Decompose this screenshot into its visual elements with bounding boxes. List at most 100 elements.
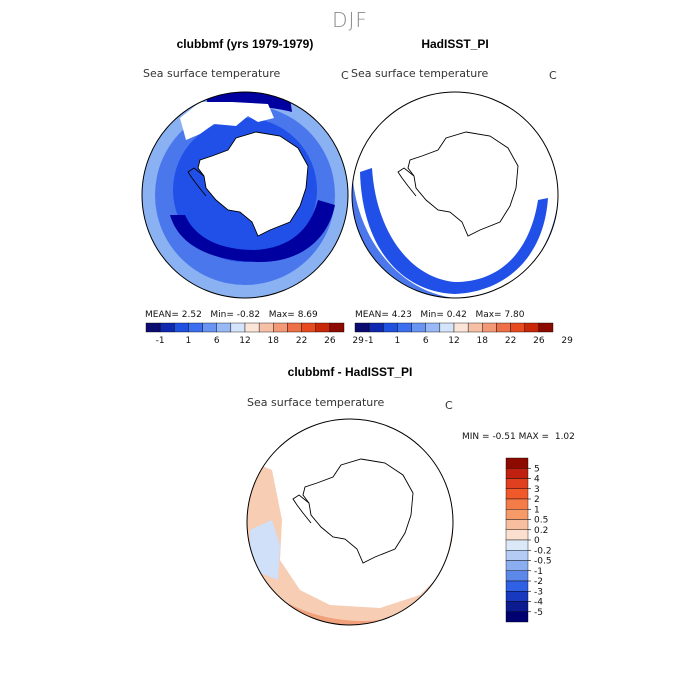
obs-peninsula: [397, 167, 417, 197]
model-colorbar-swatch: [258, 322, 274, 333]
diff-colorbar-tick-label: 5: [534, 464, 540, 474]
diff-colorbar-swatch: [505, 529, 529, 541]
obs-min-label: Min=: [420, 310, 444, 320]
obs-colorbar-swatch: [496, 322, 511, 333]
diff-colorbar-swatch: [505, 550, 529, 561]
diff-colorbar-tick-label: -1: [534, 567, 543, 577]
diff-colorbar-swatch: [505, 498, 529, 510]
obs-colorbar-swatch: [439, 322, 455, 333]
obs-colorbar-swatch: [453, 322, 469, 333]
model-colorbar-tick-label: 29: [352, 336, 364, 346]
model-min-label: Min=: [210, 310, 234, 320]
model-colorbar-tick-label: 22: [296, 336, 307, 346]
diff-colorbar-tick-label: 1: [534, 505, 540, 515]
model-colorbar-swatch: [174, 322, 189, 333]
model-map-border: [141, 91, 349, 299]
model-variable-label: Sea surface temperature: [143, 67, 281, 80]
diff-stats: MIN = -0.51 MAX = 1.02: [462, 432, 575, 442]
obs-colorbar-tick-label: -1: [365, 336, 374, 346]
diff-colorbar-swatch: [505, 468, 529, 479]
obs-colorbar-swatch: [467, 322, 483, 333]
diff-colorbar-tick-label: -2: [534, 577, 543, 587]
diff-unit-label: C: [445, 399, 453, 412]
obs-mean-value: 4.23: [391, 310, 412, 320]
model-colorbar-swatch: [287, 322, 302, 333]
obs-max-label: Max=: [475, 310, 502, 320]
diff-colorbar-swatch: [505, 488, 529, 500]
model-mean-value: 2.52: [181, 310, 202, 320]
obs-colorbar-tick-label: 6: [423, 336, 429, 346]
diff-colorbar-swatch: [505, 601, 529, 612]
model-map: [142, 92, 348, 298]
model-colorbar-swatch: [301, 322, 316, 333]
obs-continent: [407, 131, 519, 237]
diff-colorbar-tick-label: 2: [534, 495, 540, 505]
diff-colorbar-tick-label: -3: [534, 587, 543, 597]
obs-map-border: [351, 91, 559, 299]
obs-colorbar-tick-label: 18: [477, 336, 489, 346]
obs-colorbar-swatch: [368, 322, 384, 333]
obs-ocean-arc: [360, 168, 548, 294]
diff-colorbar-swatch: [505, 611, 529, 623]
obs-unit-label: C: [549, 69, 557, 82]
diff-max-label: MAX =: [518, 432, 550, 442]
obs-colorbar-swatch: [411, 322, 426, 333]
model-ice: [180, 102, 274, 140]
model-colorbar-swatch: [145, 322, 161, 333]
model-cold-band: [170, 200, 335, 262]
diff-panel-title: clubbmf - HadISST_PI: [287, 365, 413, 379]
model-colorbar-swatch: [244, 322, 260, 333]
diff-continent: [302, 458, 414, 564]
model-colorbar-tick-label: 6: [214, 336, 220, 346]
obs-colorbar-tick-label: 22: [505, 336, 516, 346]
model-continent: [197, 131, 309, 237]
obs-max-value: 7.80: [504, 310, 525, 320]
model-max-value: 8.69: [297, 310, 318, 320]
model-colorbar: -1 1 6 12 18 22 26 29: [145, 322, 364, 346]
obs-panel-title: HadISST_PI: [421, 37, 489, 51]
obs-map: [352, 92, 558, 298]
obs-colorbar-swatch: [482, 322, 497, 333]
model-colorbar-swatch: [273, 322, 288, 333]
model-unit-label: C: [341, 69, 349, 82]
obs-colorbar-swatch: [510, 322, 525, 333]
diff-max-value: 1.02: [554, 432, 575, 442]
diff-colorbar-tick-label: -5: [534, 608, 543, 618]
diff-colorbar-tick-label: -0.5: [534, 557, 552, 567]
diff-min-label: MIN =: [462, 432, 490, 442]
model-max-label: Max=: [268, 310, 295, 320]
diff-colorbar-tick-label: -0.2: [534, 546, 552, 556]
obs-colorbar-swatch: [383, 322, 398, 333]
diff-map-border: [246, 418, 454, 626]
model-colorbar-swatch: [329, 322, 345, 333]
model-stats: MEAN= 2.52 Min= -0.82 Max= 8.69: [145, 310, 318, 320]
diff-colorbar-swatch: [505, 478, 529, 489]
obs-colorbar-swatch: [425, 322, 441, 333]
obs-colorbar-tick-label: 1: [395, 336, 401, 346]
diff-colorbar-tick-label: 4: [534, 475, 540, 485]
model-mean-label: MEAN=: [145, 310, 179, 320]
model-colorbar-tick-label: 18: [268, 336, 280, 346]
model-colorbar-swatch: [188, 322, 203, 333]
diff-colorbar-tick-label: 3: [534, 485, 540, 495]
diff-colorbar-swatch: [505, 570, 529, 582]
model-min-value: -0.82: [236, 310, 261, 320]
obs-colorbar-tick-label: 12: [448, 336, 459, 346]
obs-colorbar: -1 1 6 12 18 22 26 29: [354, 322, 573, 346]
obs-min-value: 0.42: [446, 310, 467, 320]
diff-map: [247, 419, 453, 625]
model-colorbar-swatch: [315, 322, 331, 333]
model-colorbar-tick-label: 26: [324, 336, 336, 346]
obs-colorbar-swatch: [524, 322, 540, 333]
obs-stats: MEAN= 4.23 Min= 0.42 Max= 7.80: [355, 310, 525, 320]
diff-colorbar-swatch: [505, 591, 529, 602]
diff-colorbar-tick-label: 0.5: [534, 516, 548, 526]
model-colorbar-tick-label: 12: [239, 336, 250, 346]
model-panel-title: clubbmf (yrs 1979-1979): [176, 37, 314, 51]
diff-colorbar-tick-label: 0.2: [534, 526, 548, 536]
obs-colorbar-tick-label: 29: [561, 336, 573, 346]
model-peninsula: [187, 167, 207, 197]
diff-colorbar-swatch: [505, 519, 529, 530]
